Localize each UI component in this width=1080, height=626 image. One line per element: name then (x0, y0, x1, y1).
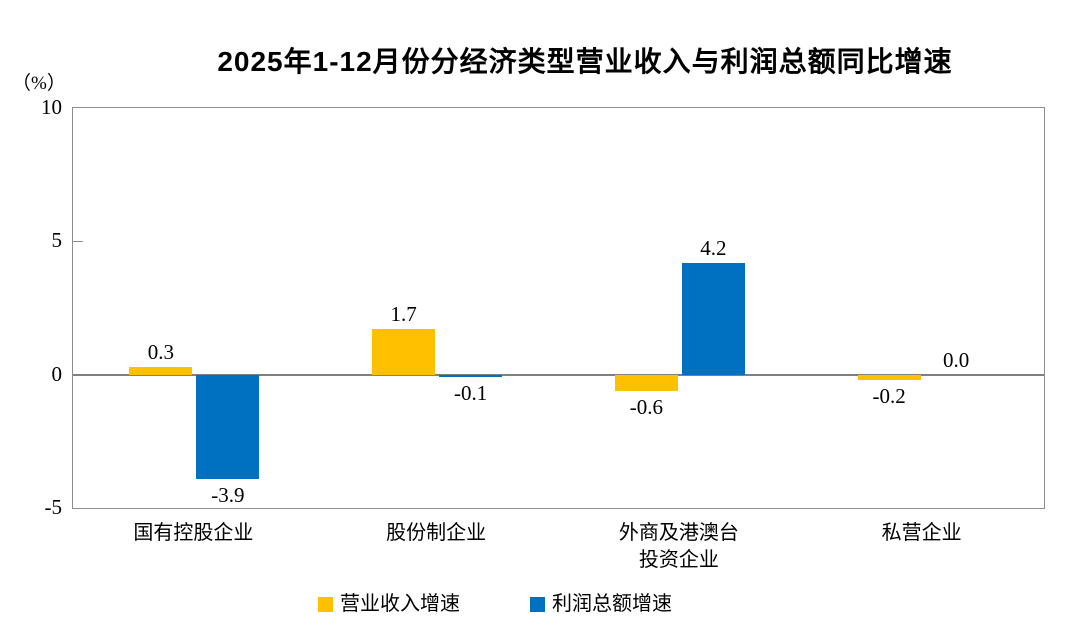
x-category-label: 私营企业 (800, 520, 1043, 574)
bar-revenue-growth-0 (129, 366, 193, 375)
legend-swatch-profit-growth (530, 596, 545, 612)
legend-label: 利润总额增速 (552, 593, 672, 615)
bar-value-label: -0.2 (872, 384, 906, 408)
bar-revenue-growth-3 (857, 374, 921, 380)
zero-axis-line (73, 373, 1044, 376)
legend-item-profit-growth: 利润总额增速 (530, 592, 672, 616)
y-axis-unit-label: （%） (12, 73, 66, 94)
legend-item-revenue-growth: 营业收入增速 (318, 592, 460, 616)
y-axis-tick (73, 241, 83, 243)
x-axis-category-labels: 国有控股企业 股份制企业 外商及港澳台 投资企业 私营企业 (72, 520, 1043, 574)
bar-value-label: 4.2 (700, 235, 727, 260)
x-category-label: 股份制企业 (315, 520, 558, 574)
y-axis-tick-label: 5 (51, 228, 63, 253)
x-category-label: 国有控股企业 (72, 520, 315, 574)
chart-legend: 营业收入增速 利润总额增速 (0, 592, 990, 616)
bar-profit-growth-1 (439, 374, 503, 378)
bar-value-label: 0.0 (942, 347, 970, 372)
bar-profit-growth-0 (196, 374, 260, 479)
bar-value-label: -0.1 (453, 381, 488, 406)
x-category-label-line: 股份制企业 (386, 522, 487, 544)
x-category-label: 外商及港澳台 投资企业 (558, 520, 801, 574)
bar-profit-growth-2 (681, 262, 745, 375)
bar-revenue-growth-1 (372, 329, 436, 375)
legend-swatch-revenue-growth (318, 596, 333, 612)
x-category-label-line: 外商及港澳台 (618, 522, 739, 544)
bar-value-label: -0.6 (629, 394, 664, 419)
x-category-label-line: 国有控股企业 (133, 522, 254, 544)
x-category-label-line: 私营企业 (881, 522, 962, 544)
legend-label: 营业收入增速 (340, 593, 460, 615)
y-axis-tick-label: -5 (44, 495, 63, 519)
y-axis-tick-label: 10 (41, 95, 62, 119)
bar-value-label: -3.9 (211, 482, 245, 507)
y-axis-tick-label: 0 (51, 361, 63, 386)
plot-area: 0.3 1.7 -0.6 -0.2 -3.9 -0.1 4.2 0.0 (72, 107, 1045, 509)
bar-revenue-growth-2 (614, 374, 678, 391)
bar-value-label: 1.7 (390, 302, 417, 327)
bar-value-label: 0.3 (147, 339, 175, 364)
x-category-label-line: 投资企业 (638, 549, 719, 571)
chart-title: 2025年1-12月份分经济类型营业收入与利润总额同比增速 (217, 46, 953, 77)
